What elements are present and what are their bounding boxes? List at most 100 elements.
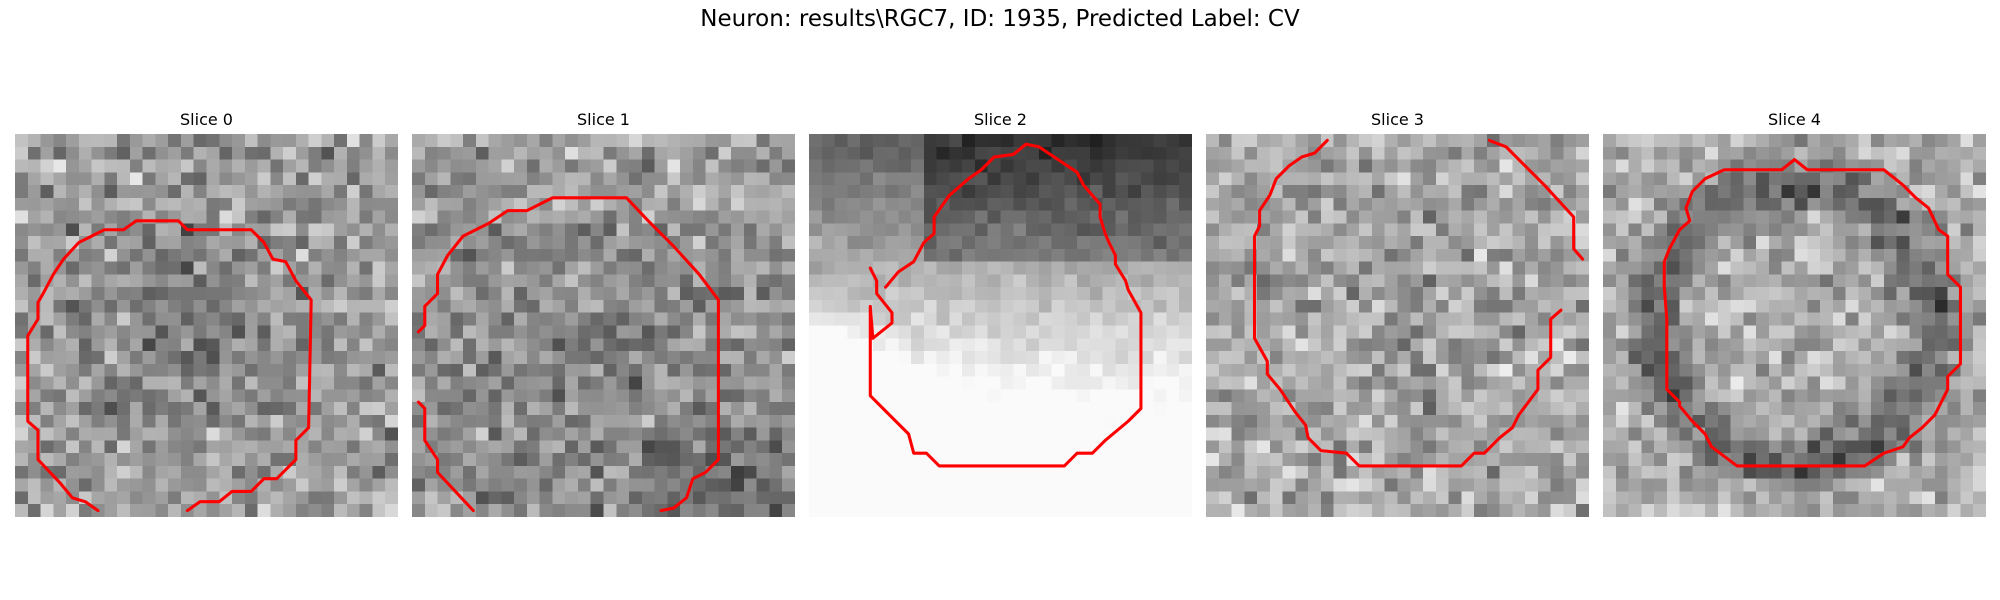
- image-pixel: [1384, 440, 1398, 454]
- image-pixel: [1257, 440, 1271, 454]
- image-pixel: [346, 197, 360, 211]
- image-pixel: [385, 299, 398, 313]
- image-pixel: [1550, 478, 1564, 492]
- image-pixel: [1858, 146, 1872, 160]
- image-pixel: [1537, 414, 1551, 428]
- image-pixel: [1576, 197, 1589, 211]
- image-pixel: [860, 402, 874, 416]
- image-pixel: [936, 274, 950, 288]
- image-pixel: [1960, 427, 1974, 441]
- image-pixel: [1153, 414, 1167, 428]
- image-pixel: [232, 210, 246, 224]
- image-pixel: [346, 325, 360, 339]
- image-pixel: [1461, 351, 1475, 365]
- image-pixel: [53, 402, 67, 416]
- image-pixel: [974, 248, 988, 262]
- image-pixel: [346, 376, 360, 390]
- image-pixel: [1000, 376, 1014, 390]
- image-pixel: [1922, 299, 1936, 313]
- image-pixel: [1858, 376, 1872, 390]
- image-pixel: [756, 504, 770, 517]
- contour-line: [1487, 138, 1585, 261]
- image-pixel: [180, 414, 194, 428]
- image-pixel: [1179, 299, 1192, 313]
- image-pixel: [974, 402, 988, 416]
- image-pixel: [372, 223, 386, 237]
- image-pixel: [654, 261, 668, 275]
- image-pixel: [424, 491, 438, 505]
- image-pixel: [1013, 338, 1027, 352]
- image-pixel: [1730, 261, 1744, 275]
- image-pixel: [616, 248, 630, 262]
- image-pixel: [1397, 210, 1411, 224]
- image-pixel: [756, 440, 770, 454]
- image-pixel: [437, 389, 451, 403]
- image-pixel: [936, 478, 950, 492]
- image-pixel: [1474, 274, 1488, 288]
- image-pixel: [295, 325, 309, 339]
- image-pixel: [1140, 363, 1154, 377]
- image-pixel: [590, 261, 604, 275]
- image-pixel: [1576, 338, 1589, 352]
- image-pixel: [1666, 427, 1680, 441]
- image-pixel: [1858, 185, 1872, 199]
- image-pixel: [1231, 414, 1245, 428]
- image-pixel: [1550, 491, 1564, 505]
- image-pixel: [385, 363, 398, 377]
- image-pixel: [155, 261, 169, 275]
- image-pixel: [475, 453, 489, 467]
- image-pixel: [1832, 210, 1846, 224]
- image-pixel: [1858, 236, 1872, 250]
- image-pixel: [1231, 274, 1245, 288]
- image-pixel: [1743, 389, 1757, 403]
- image-pixel: [782, 465, 795, 479]
- image-pixel: [1166, 274, 1180, 288]
- image-pixel: [450, 261, 464, 275]
- image-pixel: [1320, 504, 1334, 517]
- image-pixel: [1308, 312, 1322, 326]
- image-pixel: [168, 427, 182, 441]
- image-pixel: [1858, 338, 1872, 352]
- image-pixel: [1397, 351, 1411, 365]
- image-pixel: [1743, 491, 1757, 505]
- image-pixel: [616, 172, 630, 186]
- image-pixel: [295, 478, 309, 492]
- image-pixel: [1909, 287, 1923, 301]
- image-pixel: [616, 197, 630, 211]
- image-pixel: [552, 146, 566, 160]
- image-pixel: [1499, 414, 1513, 428]
- image-pixel: [860, 427, 874, 441]
- image-pixel: [1064, 504, 1078, 517]
- image-pixel: [847, 376, 861, 390]
- image-pixel: [1960, 274, 1974, 288]
- image-pixel: [1423, 185, 1437, 199]
- image-pixel: [821, 402, 835, 416]
- image-pixel: [834, 172, 848, 186]
- image-pixel: [180, 453, 194, 467]
- image-pixel: [1282, 338, 1296, 352]
- image-pixel: [1257, 325, 1271, 339]
- image-pixel: [514, 134, 528, 148]
- image-pixel: [1308, 223, 1322, 237]
- image-pixel: [1461, 210, 1475, 224]
- image-pixel: [1576, 453, 1589, 467]
- image-pixel: [295, 504, 309, 517]
- image-pixel: [705, 134, 719, 148]
- image-pixel: [654, 414, 668, 428]
- image-pixel: [692, 248, 706, 262]
- image-pixel: [1423, 465, 1437, 479]
- image-pixel: [501, 312, 515, 326]
- image-pixel: [1102, 185, 1116, 199]
- image-pixel: [1934, 236, 1948, 250]
- image-pixel: [1781, 414, 1795, 428]
- image-pixel: [1717, 440, 1731, 454]
- image-pixel: [1947, 159, 1961, 173]
- image-pixel: [1179, 236, 1192, 250]
- image-pixel: [539, 440, 553, 454]
- image-pixel: [295, 465, 309, 479]
- image-pixel: [1563, 363, 1577, 377]
- image-pixel: [987, 287, 1001, 301]
- image-pixel: [629, 453, 643, 467]
- image-pixel: [270, 172, 284, 186]
- image-pixel: [743, 172, 757, 186]
